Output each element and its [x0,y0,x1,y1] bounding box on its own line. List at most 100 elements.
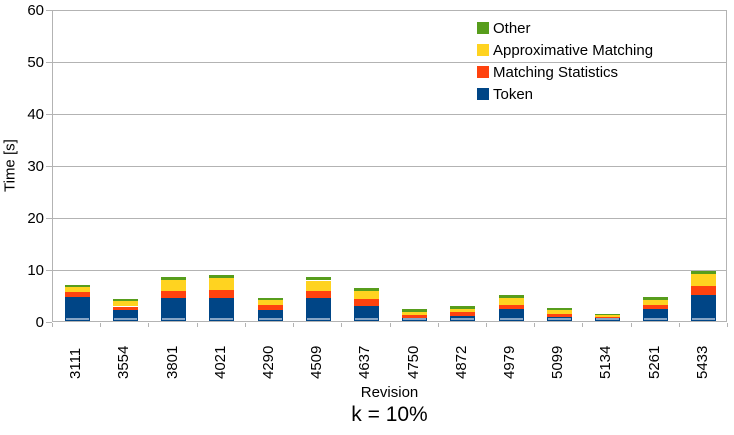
bar-segment-approximative-matching [643,299,669,305]
x-category-label: 4979 [501,345,518,379]
x-axis-tick [390,323,391,327]
x-axis-tick [631,323,632,327]
y-axis-tick [46,166,52,167]
bar-segment-approximative-matching [353,291,379,300]
legend-item: Token [477,83,653,105]
gridline [53,62,726,63]
bar-base-highlight [547,318,571,320]
bar-segment-matching-statistics [643,304,669,309]
bar-segment-approximative-matching [305,280,331,292]
x-axis-tick [293,323,294,327]
bar-base-highlight [113,318,137,320]
bar-segment-token [64,297,90,321]
bar-segment-token [402,317,428,321]
bar-segment-other [161,276,186,280]
bar-base-highlight [596,318,619,320]
gridline [53,270,726,271]
x-axis-tick [245,323,246,327]
bar-segment-matching-statistics [305,291,331,299]
x-axis-tick [727,323,728,327]
bar-segment-approximative-matching [402,311,428,315]
bar-4979 [498,9,524,321]
bar-segment-token [595,318,620,321]
bar-segment-matching-statistics [257,304,283,310]
x-axis-tick [534,323,535,327]
bar-segment-matching-statistics [402,314,428,318]
legend-label: Other [493,19,531,37]
bar-segment-matching-statistics [546,313,572,317]
bar-base-highlight [65,318,89,320]
y-axis-tick [46,10,52,11]
bar-segment-matching-statistics [691,286,717,295]
legend-swatch-other [477,22,489,34]
bar-segment-token [691,294,717,321]
bar-base-highlight [692,318,716,320]
bar-5433 [691,9,717,321]
bar-segment-token [546,316,572,321]
bar-4872 [450,9,476,321]
bar-base-highlight [644,318,668,320]
legend-item: Matching Statistics [477,61,653,83]
y-tick-label: 50 [27,54,44,71]
x-category-label: 4637 [356,345,373,379]
x-axis-tick [100,323,101,327]
x-category-label: 3801 [164,345,181,379]
x-category-label: 5099 [549,345,566,379]
gridline [53,166,726,167]
x-category-label: 5134 [597,345,614,379]
legend-label: Matching Statistics [493,63,619,81]
bar-base-highlight [210,318,234,320]
bar-segment-matching-statistics [595,317,620,319]
bar-segment-other [353,288,379,292]
y-tick-label: 60 [27,2,44,19]
legend: Other Approximative Matching Matching Stat… [477,17,653,105]
bar-segment-matching-statistics [353,299,379,306]
y-tick-label: 40 [27,106,44,123]
bar-3111 [64,9,90,321]
bar-segment-other [691,270,717,274]
legend-swatch-matching-statistics [477,66,489,78]
bar-5261 [643,9,669,321]
gridline [53,218,726,219]
bar-base-highlight [451,318,475,320]
gridline [53,114,726,115]
chart-caption: k = 10% [351,403,428,426]
bar-segment-token [643,309,669,321]
x-axis-tick [438,323,439,327]
x-category-label: 4750 [405,345,422,379]
bar-segment-other [257,297,283,301]
bar-segment-approximative-matching [546,310,572,314]
y-tick-label: 20 [27,210,44,227]
y-tick-label: 10 [27,262,44,279]
bar-segment-approximative-matching [498,297,524,305]
x-axis-tick [582,323,583,327]
bar-5134 [595,9,620,321]
bar-segment-token [498,309,524,321]
x-category-label: 5261 [646,345,663,379]
y-tick-label: 30 [27,158,44,175]
bar-segment-approximative-matching [209,277,235,291]
bar-4509 [305,9,331,321]
bar-base-highlight [354,318,378,320]
bar-segment-other [546,307,572,311]
bar-4637 [353,9,379,321]
x-category-label: 4021 [212,345,229,379]
bar-4021 [209,9,235,321]
bar-segment-token [450,315,476,321]
y-axis-tick [46,322,52,323]
bar-segment-approximative-matching [691,273,717,287]
bar-segment-token [353,305,379,321]
x-axis-tick [197,323,198,327]
bar-segment-token [305,298,331,321]
bar-base-highlight [403,318,427,320]
bar-segment-matching-statistics [64,292,90,298]
bar-segment-matching-statistics [450,312,476,316]
bar-segment-approximative-matching [112,300,138,307]
bar-segment-token [209,298,235,321]
bar-segment-other [64,285,90,288]
y-axis-tick [46,62,52,63]
bar-segment-other [643,297,669,300]
bar-segment-matching-statistics [209,290,235,299]
legend-item: Approximative Matching [477,39,653,61]
bar-segment-matching-statistics [112,306,138,311]
